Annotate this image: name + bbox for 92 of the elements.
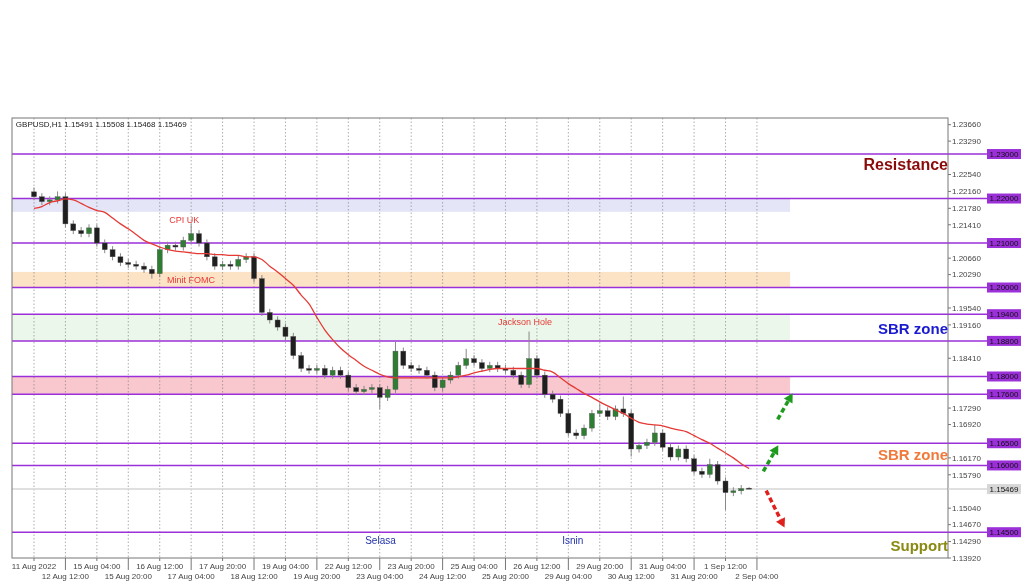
annotation: Jackson Hole xyxy=(497,317,552,327)
candlestick xyxy=(691,454,697,476)
y-tick-label: 1.14290 xyxy=(952,537,982,547)
ref-line-label: 1.20000 xyxy=(989,283,1020,293)
x-tick-label: 23 Aug 20:00 xyxy=(387,562,436,571)
x-tick-label: 15 Aug 20:00 xyxy=(104,572,153,581)
y-tick-label: 1.16920 xyxy=(952,420,982,430)
y-tick-label: 1.23660 xyxy=(952,120,982,130)
y-tick-label: 1.13920 xyxy=(952,553,982,563)
text: Resistance xyxy=(863,155,949,173)
y-tick-label: 1.19540 xyxy=(952,303,982,313)
x-tick-label: 26 Aug 12:00 xyxy=(513,562,562,571)
x-tick-label: 16 Aug 12:00 xyxy=(136,562,184,571)
y-tick-label: 1.23290 xyxy=(952,136,982,146)
x-tick-label: 1 Sep 12:00 xyxy=(703,562,748,571)
candlestick xyxy=(644,438,650,450)
candlestick xyxy=(86,223,92,238)
y-tick-label: 1.16170 xyxy=(952,453,982,463)
annotation: Isnin xyxy=(562,534,584,546)
candlestick xyxy=(204,238,210,261)
x-tick-label: 17 Aug 04:00 xyxy=(167,572,216,581)
candlestick xyxy=(251,252,257,283)
x-tick-label: 17 Aug 20:00 xyxy=(199,562,247,571)
y-tick-label: 1.20290 xyxy=(952,270,982,280)
candlestick xyxy=(471,354,477,367)
candlestick xyxy=(39,192,45,206)
candlestick xyxy=(78,226,84,238)
annotation: Minit FOMC xyxy=(166,274,216,285)
ref-line-label: 1.21000 xyxy=(989,238,1020,248)
x-tick-label: 29 Aug 20:00 xyxy=(576,562,624,571)
ref-line-label: 1.16500 xyxy=(989,439,1020,449)
candlestick xyxy=(369,383,375,394)
text: Support xyxy=(890,537,948,555)
x-tick-label: 25 Aug 20:00 xyxy=(481,572,530,581)
annotation: Selasa xyxy=(365,534,397,546)
candlestick xyxy=(141,262,147,274)
candlestick xyxy=(94,223,100,248)
candlestick xyxy=(589,409,595,433)
ref-line-label: 1.23000 xyxy=(989,149,1020,159)
y-tick-label: 1.20660 xyxy=(952,253,982,263)
y-tick-label: 1.22540 xyxy=(952,170,982,180)
x-tick-label: 18 Aug 12:00 xyxy=(230,572,279,581)
candlestick xyxy=(463,348,469,370)
x-tick-label: 23 Aug 04:00 xyxy=(356,572,404,581)
ref-line-label: 1.17600 xyxy=(989,390,1020,400)
x-tick-label: 31 Aug 20:00 xyxy=(670,572,719,581)
x-tick-label: 19 Aug 04:00 xyxy=(261,562,310,571)
y-tick-label: 1.17290 xyxy=(952,403,982,413)
candlestick xyxy=(188,223,194,245)
ref-line-label: 1.16000 xyxy=(989,461,1020,471)
candlestick xyxy=(31,186,37,201)
x-tick-label: 30 Aug 12:00 xyxy=(607,572,656,581)
y-tick-label: 1.19160 xyxy=(952,320,982,330)
candlestick xyxy=(361,385,367,396)
x-tick-label: 2 Sep 04:00 xyxy=(735,572,780,581)
candlestick xyxy=(699,467,705,479)
x-tick-label: 29 Aug 04:00 xyxy=(544,572,593,581)
x-tick-label: 11 Aug 2022 xyxy=(11,562,57,571)
text: SBR zone xyxy=(877,319,948,337)
candlestick xyxy=(707,458,713,479)
annotation: CPI UK xyxy=(169,214,200,225)
candlestick xyxy=(534,354,540,380)
candlestick xyxy=(149,265,155,280)
candlestick xyxy=(306,364,312,375)
x-tick-label: 19 Aug 20:00 xyxy=(293,572,342,581)
y-tick-label: 1.21780 xyxy=(952,204,982,214)
candlestick xyxy=(314,364,320,375)
x-tick-label: 24 Aug 12:00 xyxy=(419,572,467,581)
x-tick-label: 25 Aug 04:00 xyxy=(450,562,499,571)
candlestick xyxy=(746,486,752,490)
ref-line-label: 1.18000 xyxy=(989,372,1020,382)
ref-line-label: 1.22000 xyxy=(989,194,1020,204)
y-tick-label: 1.22160 xyxy=(952,187,982,197)
candlestick xyxy=(416,364,422,375)
ref-line-label: 1.14500 xyxy=(989,528,1020,537)
text: SBR zone xyxy=(877,445,948,463)
line-series xyxy=(33,198,750,470)
ref-line-label: 1.15469 xyxy=(989,484,1020,494)
x-tick-label: 31 Aug 04:00 xyxy=(639,562,687,571)
y-tick-label: 1.15790 xyxy=(952,470,982,480)
y-tick-label: 1.18410 xyxy=(952,354,982,364)
x-tick-label: 22 Aug 12:00 xyxy=(324,562,373,571)
candlestick xyxy=(298,351,304,373)
candlestick xyxy=(636,441,642,454)
ref-line-label: 1.19400 xyxy=(989,310,1020,319)
y-tick-label: 1.14670 xyxy=(952,520,982,530)
x-tick-label: 15 Aug 04:00 xyxy=(73,562,121,571)
y-tick-label: 1.15040 xyxy=(952,503,982,513)
y-tick-label: 1.21410 xyxy=(952,220,982,230)
annotation: GBPUSD,H1 1.15491 1.15508 1.15468 1.15469 xyxy=(15,119,188,129)
ref-line-label: 1.18800 xyxy=(989,336,1020,346)
x-tick-label: 12 Aug 12:00 xyxy=(41,572,90,581)
